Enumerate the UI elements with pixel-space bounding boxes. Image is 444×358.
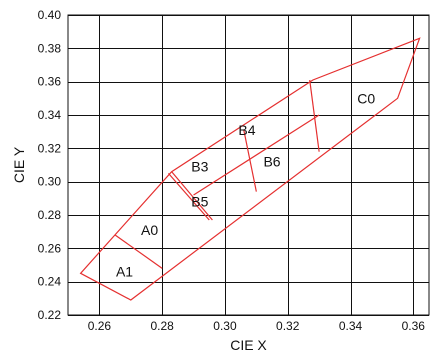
x-tick-label: 0.30 [213, 319, 237, 333]
region-label-c0: C0 [357, 90, 375, 106]
region-label-a0: A0 [141, 222, 158, 238]
y-tick-label: 0.36 [38, 75, 62, 89]
region-label-b3: B3 [191, 159, 208, 175]
plot-frame [67, 14, 430, 316]
x-tick-label: 0.34 [339, 319, 363, 333]
bin-divider-5 [309, 79, 320, 152]
region-label-b6: B6 [263, 154, 280, 170]
bin-divider-3 [168, 172, 210, 221]
region-label-b5: B5 [191, 194, 208, 210]
tick-labels: 0.26 0.28 0.30 0.32 0.34 0.36 0.22 0.24 0.26 0.28… [38, 8, 426, 333]
region-labels: A0 A1 B3 B4 B5 B6 C0 [116, 90, 375, 279]
region-label-b4: B4 [238, 122, 255, 138]
y-tick-label: 0.24 [38, 275, 62, 289]
y-tick-label: 0.26 [38, 241, 62, 255]
x-tick-label: 0.26 [88, 319, 112, 333]
bin-divider-0 [114, 234, 163, 269]
x-axis-title: CIE X [230, 337, 267, 353]
y-tick-label: 0.38 [38, 41, 62, 55]
y-tick-label: 0.22 [38, 308, 62, 322]
region-label-a1: A1 [116, 264, 133, 280]
y-tick-label: 0.32 [38, 141, 62, 155]
color-bin-regions [79, 37, 421, 301]
y-tick-label: 0.28 [38, 208, 62, 222]
x-tick-label: 0.32 [276, 319, 300, 333]
outer-bin-boundary [79, 37, 421, 301]
bin-divider-2 [193, 114, 320, 196]
x-tick-label: 0.28 [150, 319, 174, 333]
x-tick-label: 0.36 [402, 319, 426, 333]
y-tick-label: 0.40 [38, 8, 62, 22]
y-axis-title: CIE Y [11, 146, 27, 183]
y-tick-label: 0.30 [38, 175, 62, 189]
y-tick-label: 0.34 [38, 108, 62, 122]
bin-divider-4 [243, 129, 257, 192]
grid-lines [68, 15, 429, 316]
bin-divider-1 [171, 171, 213, 221]
